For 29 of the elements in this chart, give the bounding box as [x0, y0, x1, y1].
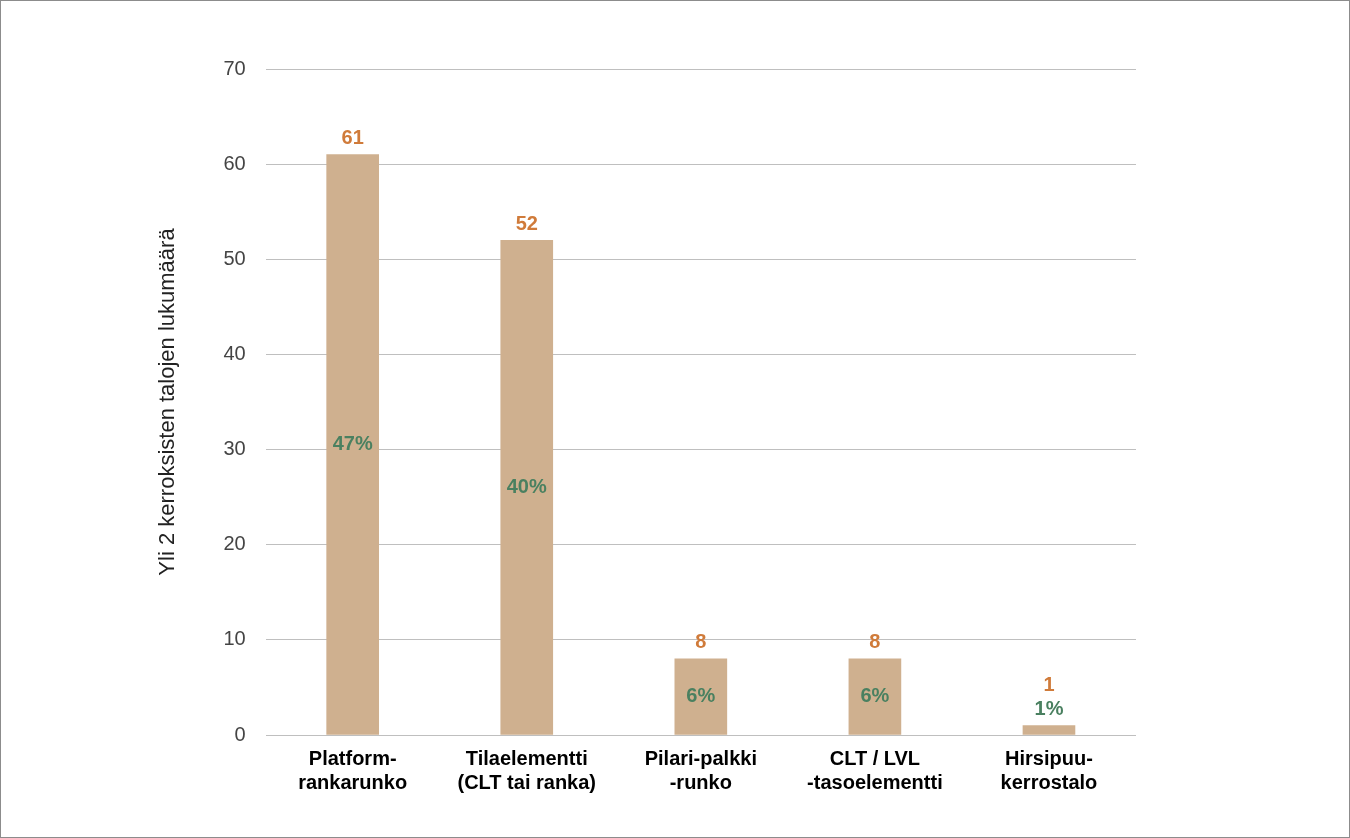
y-tick-label: 20	[223, 532, 246, 555]
y-tick-label: 70	[223, 56, 246, 79]
bar	[326, 154, 380, 735]
annotation: 6%	[860, 684, 890, 707]
bar	[500, 239, 554, 735]
annotation: 47%	[332, 432, 373, 455]
annotation: 6%	[686, 684, 716, 707]
x-tick-label: Hirsipuu- kerrostalo	[1000, 746, 1098, 793]
annotation: 40%	[506, 474, 547, 497]
y-tick-label: 0	[234, 722, 246, 745]
x-tick-label: Tilaelementti (CLT tai ranka)	[457, 746, 597, 793]
y-tick-label: 10	[223, 627, 246, 650]
x-tick-label: CLT / LVL -tasoelementti	[807, 746, 943, 793]
y-axis-title: Yli 2 kerroksisten talojen lukumäärä	[154, 227, 180, 576]
y-tick-label: 50	[223, 246, 246, 269]
y-tick-label: 60	[223, 151, 246, 174]
x-tick-label: Platform- rankarunko	[298, 746, 408, 793]
y-tick-label: 30	[223, 437, 246, 460]
data-label: 8	[869, 630, 881, 653]
data-label: 61	[341, 126, 364, 149]
data-label: 52	[515, 211, 538, 234]
bar	[848, 658, 902, 735]
annotation: 1%	[1034, 697, 1064, 719]
x-tick-label: Pilari-palkki -runko	[644, 746, 757, 793]
data-label: 8	[695, 630, 707, 653]
bar	[1022, 725, 1076, 735]
bar	[674, 658, 728, 735]
data-label: 1	[1043, 673, 1055, 695]
y-tick-label: 40	[223, 341, 246, 364]
